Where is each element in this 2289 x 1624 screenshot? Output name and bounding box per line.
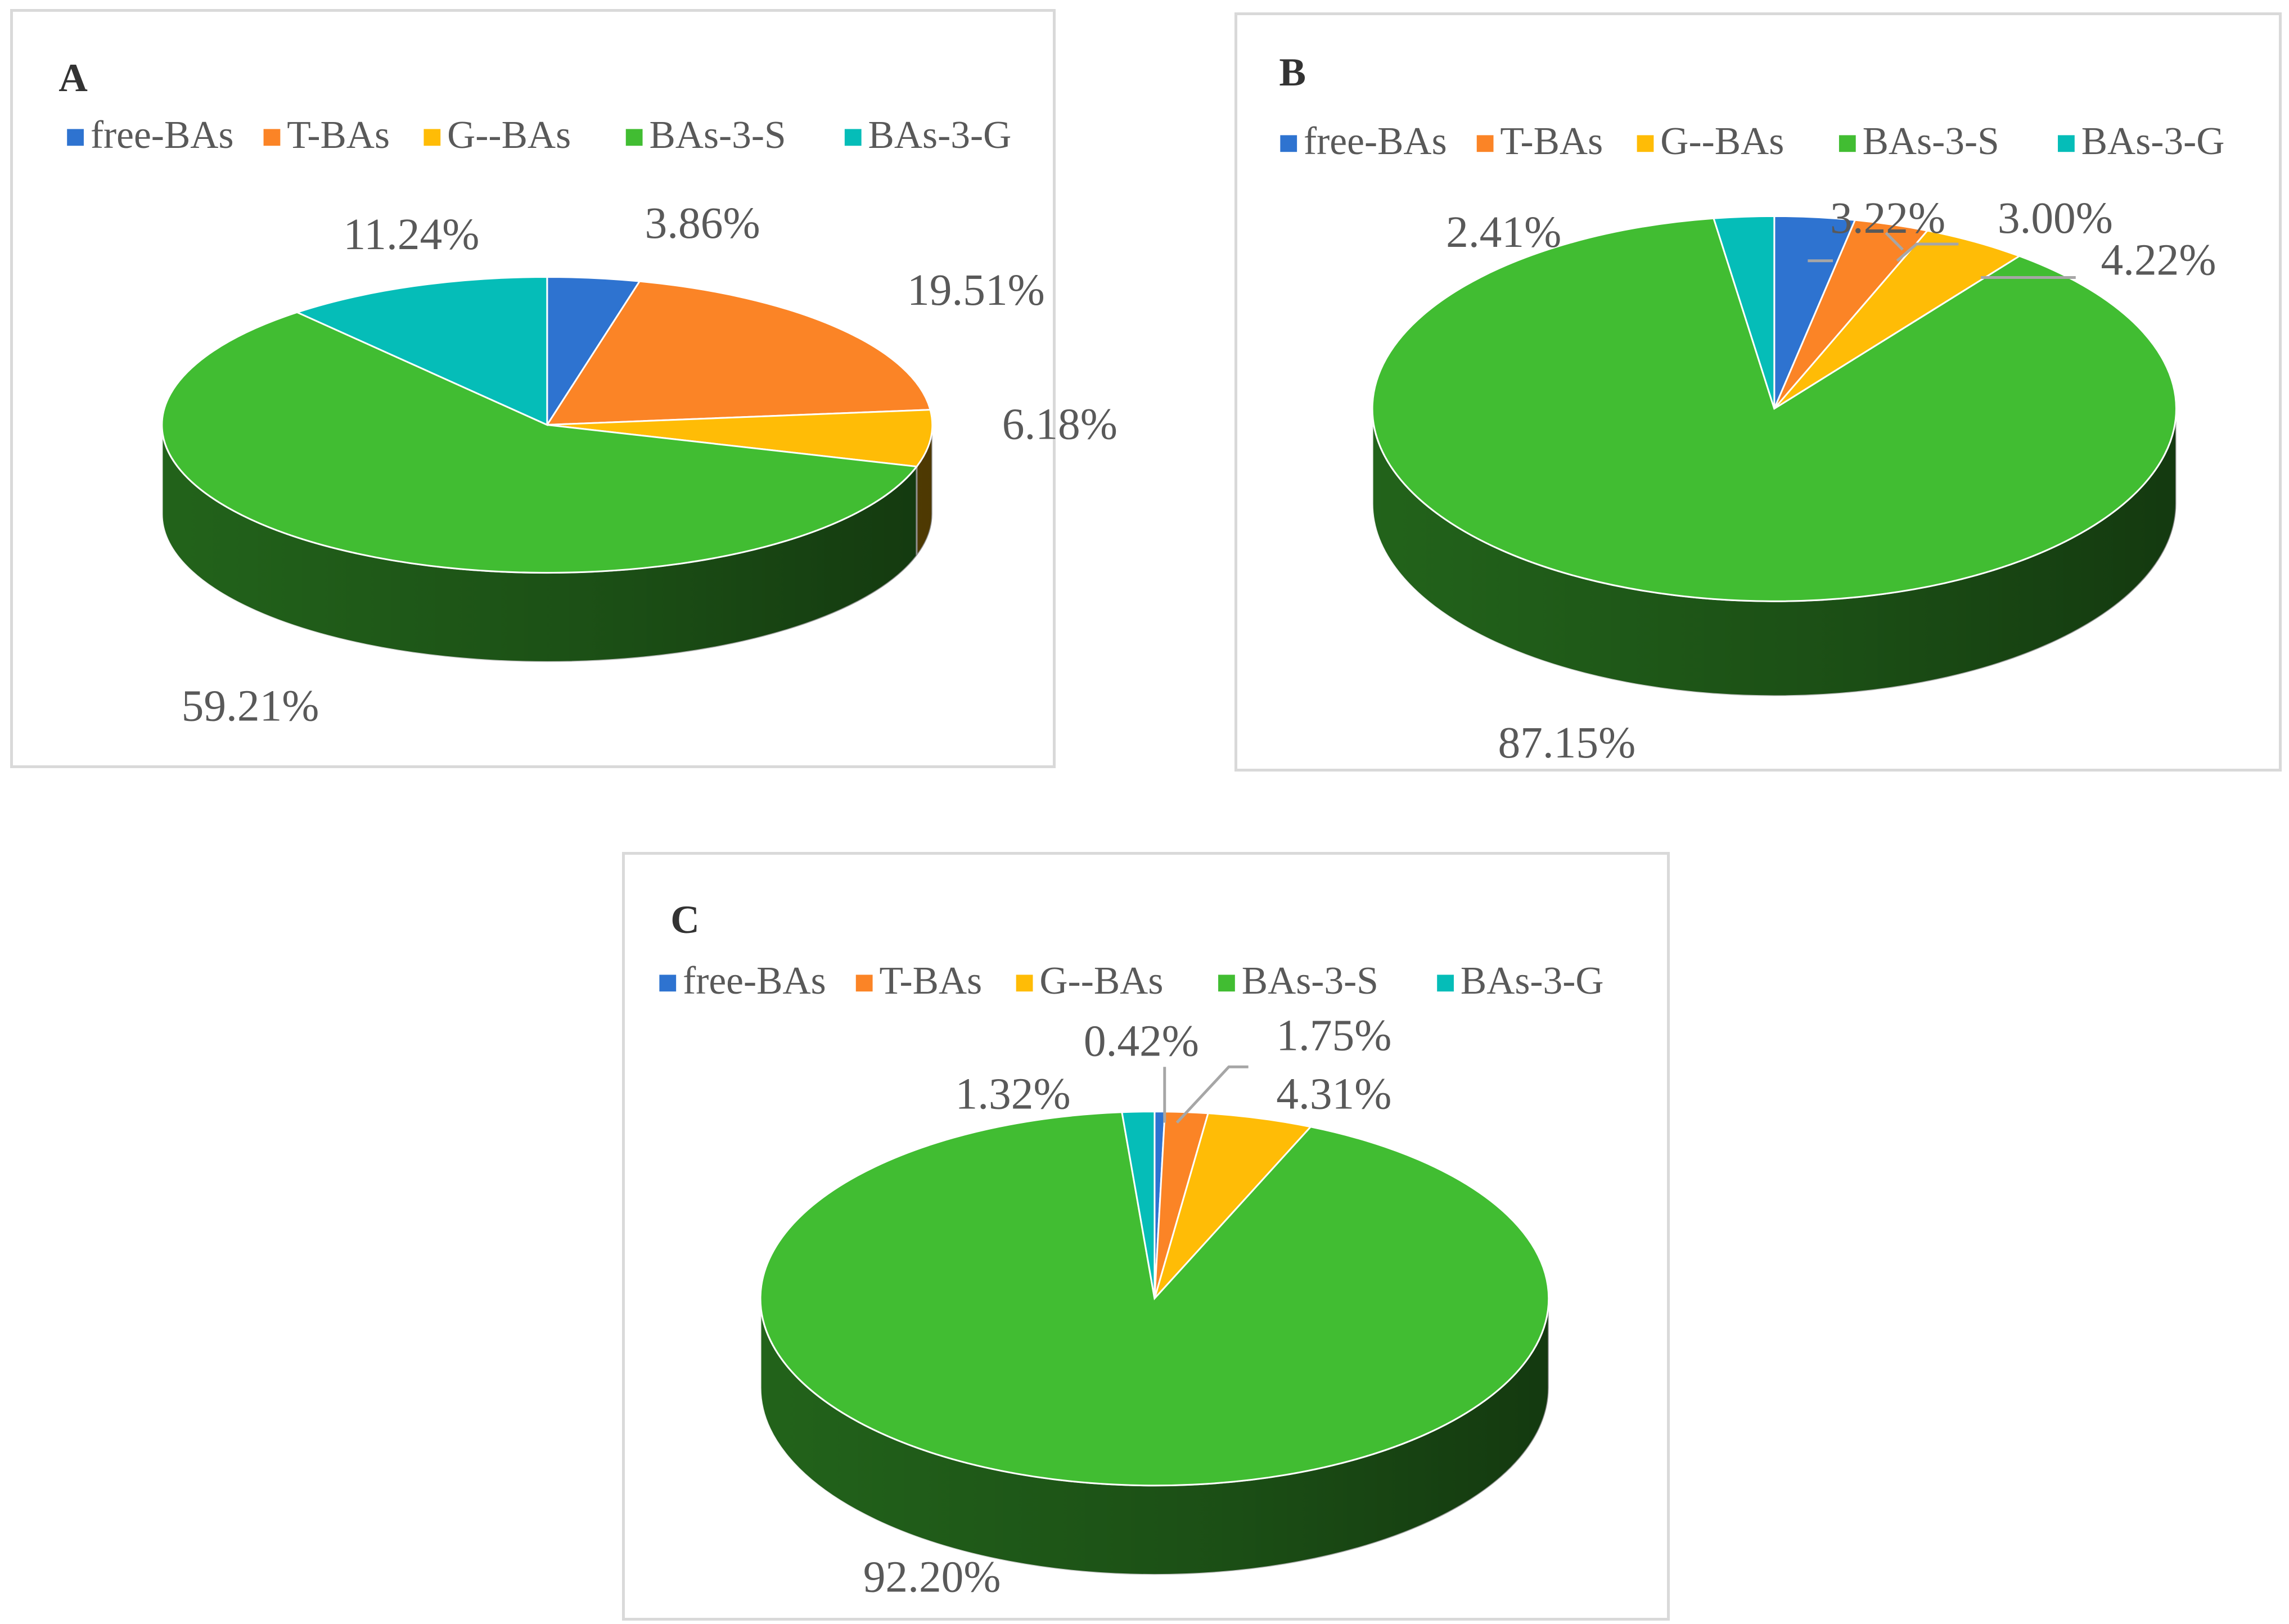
data-label-bas-3-g: 11.24% [344, 210, 480, 259]
pie-chart-b: B free-BAs T-BAs G--BAs BAs-3-S BAs-3-G 3.22… [1279, 50, 2224, 768]
legend-label-bas-3-g: BAs-3-G [2081, 120, 2225, 163]
legend-swatch-t-bas [855, 975, 873, 992]
legend-swatch-g-bas [1637, 135, 1654, 152]
legend-label-t-bas: T-BAs [287, 114, 390, 157]
legend-swatch-bas-3-s [625, 129, 643, 146]
legend-label-bas-3-s: BAs-3-S [649, 114, 786, 157]
legend-label-free-bas: free-BAs [91, 114, 234, 157]
legend-c: free-BAs T-BAs G--BAs BAs-3-S BAs-3-G [659, 959, 1604, 1003]
data-label-bas-3-s: 87.15% [1498, 718, 1635, 768]
legend-swatch-g-bas [423, 129, 441, 146]
data-labels-b: 3.22% 3.00%4.22% 87.15% 2.41% [1446, 193, 2216, 768]
pie-slice-t-bas [546, 280, 932, 426]
data-labels-c: 0.42% 1.75% 4.31% 92.20% 1.32% [863, 1011, 1392, 1602]
pie-side-shading [760, 1298, 1549, 1575]
legend-label-free-bas: free-BAs [1304, 120, 1447, 163]
legend-swatch-free-bas [1280, 135, 1297, 152]
chart-panel-b: B free-BAs T-BAs G--BAs BAs-3-S BAs-3-G 3.22… [1234, 12, 2282, 772]
leader-line [1885, 232, 1904, 251]
legend-swatch-bas-3-s [1839, 135, 1856, 152]
pie-c [759, 1111, 1550, 1576]
pie-slice-bas-3-g [295, 276, 548, 426]
data-label-bas-3-s: 59.21% [182, 682, 319, 731]
panel-letter-b: B [1279, 50, 1306, 94]
pie-slice-bas-3-s [759, 1111, 1550, 1487]
legend-label-bas-3-g: BAs-3-G [868, 114, 1012, 157]
legend-label-g-bas: G--BAs [1660, 120, 1784, 163]
data-label-bas-3-g: 2.41% [1446, 207, 1561, 257]
data-label-t-bas: 3.00% [1998, 193, 2113, 243]
data-label-bas-3-s: 92.20% [863, 1552, 1001, 1602]
pie-slice-bas-3-s [161, 311, 918, 574]
pie-chart-c: C free-BAs T-BAs G--BAs BAs-3-S BAs-3-G 0.42… [659, 897, 1604, 1602]
panel-letter-a: A [58, 56, 88, 100]
data-label-bas-3-g: 1.32% [955, 1070, 1070, 1119]
pie-chart-a: A free-BAs T-BAs G--BAs BAs-3-S BAs-3-G 3.86… [58, 56, 1118, 731]
pie-top [1371, 215, 2177, 602]
pie-slice-g-bas [1153, 1112, 1313, 1300]
pie-side-shading [1372, 408, 2177, 696]
legend-label-t-bas: T-BAs [879, 959, 982, 1003]
data-label-t-bas: 19.51% [907, 265, 1045, 315]
legend-swatch-g-bas [1016, 975, 1033, 992]
leader-line [1175, 1065, 1249, 1124]
data-label-g-bas: 4.22% [2101, 236, 2216, 285]
legend-label-bas-3-s: BAs-3-S [1863, 120, 1999, 163]
pie-slice-bas-3-g [1712, 215, 1776, 409]
pie-slice-bas-3-s [1371, 217, 2177, 602]
data-label-g-bas: 6.18% [1002, 399, 1118, 449]
data-label-free-bas: 3.22% [1830, 193, 1945, 243]
legend-a: free-BAs T-BAs G--BAs BAs-3-S BAs-3-G [67, 114, 1011, 157]
pie-side-shading [161, 425, 932, 662]
legend-label-g-bas: G--BAs [447, 114, 571, 157]
data-label-free-bas: 3.86% [645, 199, 760, 248]
legend-label-g-bas: G--BAs [1039, 959, 1163, 1003]
pie-slice-bas-3-g [1121, 1111, 1156, 1299]
panel-letter-c: C [670, 897, 700, 942]
leader-line [1896, 242, 1959, 262]
legend-swatch-bas-3-g [1437, 975, 1454, 992]
legend-label-bas-3-s: BAs-3-S [1242, 959, 1378, 1003]
pie-slice-g-bas [547, 409, 934, 468]
chart-panel-c: C free-BAs T-BAs G--BAs BAs-3-S BAs-3-G 0.42… [622, 852, 1670, 1621]
data-labels-a: 3.86% 19.51% 6.18% 59.21% 11.24% [182, 199, 1118, 731]
pie-top [759, 1111, 1550, 1487]
chart-panel-a: A free-BAs T-BAs G--BAs BAs-3-S BAs-3-G 3.86… [10, 9, 1118, 768]
pie-b [1371, 215, 2177, 697]
legend-b: free-BAs T-BAs G--BAs BAs-3-S BAs-3-G [1280, 120, 2224, 163]
legend-label-free-bas: free-BAs [683, 959, 826, 1003]
pie-slice-g-bas [1773, 229, 2022, 410]
pie-a [161, 276, 934, 663]
data-label-g-bas: 4.31% [1276, 1070, 1391, 1119]
legend-swatch-bas-3-g [844, 129, 862, 146]
legend-swatch-t-bas [263, 129, 281, 146]
legend-swatch-bas-3-g [2058, 135, 2075, 152]
pie-top [161, 276, 934, 574]
data-label-free-bas: 0.42% [1084, 1016, 1199, 1066]
data-label-t-bas: 1.75% [1276, 1011, 1391, 1060]
legend-swatch-t-bas [1476, 135, 1494, 152]
legend-label-bas-3-g: BAs-3-G [1461, 959, 1604, 1003]
legend-swatch-free-bas [659, 975, 677, 992]
legend-swatch-free-bas [67, 129, 84, 146]
legend-label-t-bas: T-BAs [1500, 120, 1603, 163]
legend-swatch-bas-3-s [1218, 975, 1235, 992]
